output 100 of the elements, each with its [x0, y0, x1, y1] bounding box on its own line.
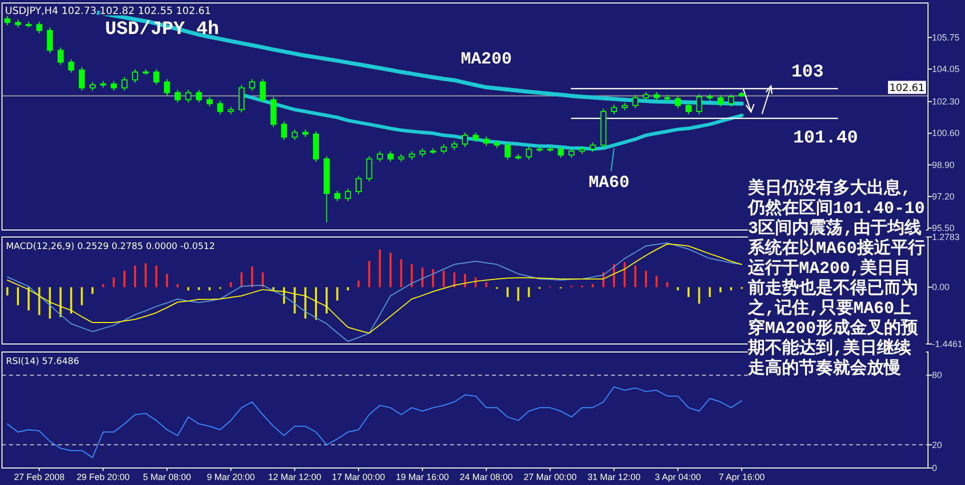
bar: [485, 282, 488, 288]
candlestick: [260, 78, 266, 104]
bar: [60, 287, 62, 318]
bar: [432, 269, 434, 288]
text: 美日仍没有多大出息,仍然在区间101.40-103区间内震荡,由于均线系统在以MA60接近平行运行于MA200,美日目前走势也是不得已而为之,记住,只要MA60上穿MA200形成金叉的预期不能达到,美日继续走高的节奏就会放慢: [748, 180, 925, 379]
y-tick-label: 1.2783: [932, 232, 960, 242]
text: RSI(14) 57.6486: [6, 357, 80, 367]
candlestick: [366, 156, 372, 182]
candlestick: [4, 16, 10, 26]
bar: [91, 287, 94, 294]
x-tick-label: 17 Mar 00:00: [332, 472, 386, 482]
bar: [230, 282, 232, 288]
candlestick: [68, 58, 74, 74]
bar: [6, 287, 8, 296]
candlestick: [78, 66, 85, 92]
bar: [676, 287, 679, 290]
candlestick: [356, 175, 362, 195]
candlestick: [590, 142, 596, 152]
bar: [346, 287, 349, 290]
candlestick: [558, 146, 564, 158]
bar: [644, 270, 647, 288]
candlestick: [249, 78, 256, 92]
candlestick: [526, 146, 532, 160]
bar: [28, 287, 30, 310]
bar: [400, 259, 402, 288]
bar: [80, 287, 83, 306]
candlestick: [206, 96, 213, 107]
bar: [688, 287, 690, 298]
candlestick: [376, 150, 383, 162]
bar: [730, 287, 732, 290]
bar: [378, 250, 381, 288]
x-tick-label: 27 Feb 2008: [14, 472, 65, 482]
x-tick-label: 9 Mar 20:00: [206, 472, 255, 482]
bar: [368, 260, 370, 288]
bar: [421, 268, 424, 288]
x-tick-label: 12 Mar 12:00: [268, 472, 322, 482]
legend-label: MA60: [588, 174, 630, 194]
bar: [112, 277, 115, 288]
x-tick-label: 19 Mar 16:00: [396, 472, 449, 482]
bar: [187, 287, 190, 290]
candlestick: [472, 132, 479, 142]
y-tick-label: 102.30: [932, 96, 960, 107]
x-tick-label: 5 Mar 08:00: [142, 472, 191, 482]
candlestick: [686, 102, 692, 115]
y-tick-label: 104.05: [932, 64, 960, 74]
candlestick: [121, 76, 128, 92]
candlestick: [717, 94, 724, 107]
bar: [48, 287, 51, 319]
candlestick: [281, 121, 288, 140]
ref-line-label: 102.61: [890, 82, 924, 94]
y-tick-label: -1.4461: [932, 339, 963, 349]
text: MACD(12,26,9) 0.2529 0.2785 0.0000 -0.0512: [6, 242, 216, 252]
candlestick: [462, 132, 468, 148]
bar: [358, 280, 360, 288]
bar: [208, 287, 211, 290]
candlestick: [196, 89, 202, 104]
candlestick: [132, 68, 138, 84]
series-label: 103: [791, 62, 824, 83]
bar: [453, 272, 456, 288]
x-tick-label: 29 Feb 20:00: [76, 472, 130, 482]
bar: [272, 287, 274, 290]
line-series: [6, 386, 742, 458]
candlestick: [440, 144, 447, 154]
bar: [144, 263, 147, 288]
y-tick-label: 95.50: [932, 223, 955, 234]
y-tick-label: 80: [932, 370, 942, 380]
bar: [666, 282, 668, 288]
candlestick: [344, 188, 351, 202]
candlestick: [174, 89, 181, 104]
candlestick: [504, 142, 511, 160]
bar: [656, 276, 658, 288]
candlestick: [36, 21, 42, 34]
x-tick-label: 27 Mar 00:00: [524, 472, 577, 482]
bar: [251, 266, 254, 288]
bar: [528, 287, 530, 298]
y-tick-label: 0: [932, 463, 938, 473]
candlestick: [483, 136, 490, 146]
bar: [155, 266, 158, 288]
x-tick-label: 3 Apr 04:00: [654, 472, 701, 482]
x-tick-label: 24 Mar 08:00: [460, 472, 513, 482]
bar: [198, 287, 200, 290]
y-tick-label: 20: [932, 440, 942, 450]
bar: [123, 270, 126, 288]
candlestick: [185, 89, 192, 104]
bar: [134, 266, 136, 288]
candlestick: [728, 93, 734, 107]
bar: [719, 287, 722, 292]
candlestick: [58, 46, 64, 66]
candlestick: [632, 94, 638, 109]
y-tick-label: 98.90: [932, 160, 955, 170]
x-tick-label: 7 Apr 16:00: [718, 472, 765, 482]
candlestick: [387, 150, 394, 162]
candlestick: [696, 93, 702, 115]
bar: [166, 274, 168, 288]
series-label: 101.40: [793, 128, 858, 148]
bar: [506, 287, 509, 298]
bar: [410, 264, 413, 288]
y-tick-label: 0.00: [932, 282, 950, 292]
bar: [708, 287, 711, 298]
candlestick: [238, 84, 244, 113]
